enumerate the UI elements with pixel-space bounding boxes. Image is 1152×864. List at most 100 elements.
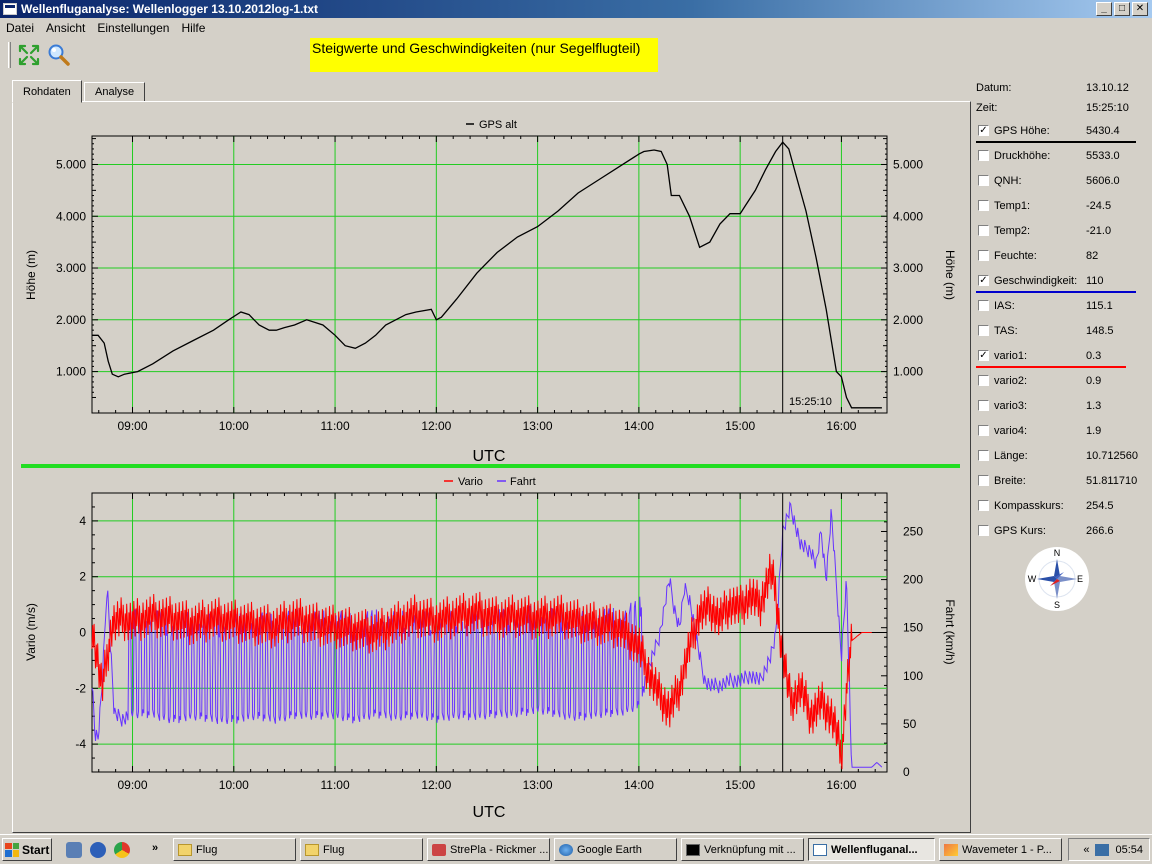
quicklaunch-overflow-icon[interactable]: » — [152, 842, 159, 854]
param-checkbox-qnh[interactable] — [978, 175, 989, 186]
param-value-qnh: 5606.0 — [1086, 175, 1120, 187]
chrome-icon[interactable] — [114, 842, 130, 858]
folder-icon — [178, 843, 192, 856]
legend-label-gps-alt: GPS alt — [479, 119, 517, 131]
param-label-qnh: QNH: — [994, 175, 1022, 187]
param-label-tas: TAS: — [994, 325, 1018, 337]
taskbar-button-label: Verknüpfung mit ... — [704, 843, 796, 856]
tab-analyse[interactable]: Analyse — [84, 82, 146, 102]
param-value-vario1: 0.3 — [1086, 350, 1102, 362]
y-tick-label-right: 2.000 — [893, 313, 923, 327]
x-tick-label: 16:00 — [826, 419, 856, 433]
y-tick-label-left: 3.000 — [56, 261, 86, 275]
menu-ansicht[interactable]: Ansicht — [46, 21, 86, 35]
taskbar-button-label: Google Earth — [577, 843, 642, 856]
menu-hilfe[interactable]: Hilfe — [181, 21, 206, 35]
param-value-vario2: 0.9 — [1086, 375, 1102, 387]
tab-rohdaten[interactable]: Rohdaten — [12, 80, 82, 103]
param-label-vario3: vario3: — [994, 400, 1028, 412]
param-label-geschwindigkeit: Geschwindigkeit: — [994, 275, 1078, 287]
altitude-ticks: 09:00 10:00 11:00 12:00 13:00 14:00 15:00 16:00… — [56, 136, 923, 433]
param-label-vario1: vario1: — [994, 350, 1028, 362]
param-checkbox-vario2[interactable] — [978, 375, 989, 386]
param-checkbox-temp1[interactable] — [978, 200, 989, 211]
param-checkbox-feuchte[interactable] — [978, 250, 989, 261]
y-tick-label-left: 2.000 — [56, 313, 86, 327]
close-button[interactable]: ✕ — [1132, 2, 1148, 16]
altitude-legend: GPS alt — [466, 119, 517, 131]
title-bar: Wellenfluganalyse: Wellenlogger 13.10.20… — [0, 0, 1152, 18]
taskbar-button[interactable]: Wellenfluganal... — [808, 838, 935, 861]
param-label-vario2: vario2: — [994, 375, 1028, 387]
taskbar-button-label: StrePla - Rickmer ... — [450, 843, 549, 856]
globe-icon — [559, 843, 573, 856]
y-tick-label-right: 1.000 — [893, 365, 923, 379]
taskbar-button[interactable]: Wavemeter 1 - P... — [939, 838, 1062, 861]
param-line-swatch-geschwindigkeit — [976, 291, 1136, 293]
param-line-swatch-vario1 — [976, 366, 1126, 368]
y-tick-label-left: 4.000 — [56, 209, 86, 223]
taskbar-button[interactable]: StrePla - Rickmer ... — [427, 838, 550, 861]
taskbar-button[interactable]: Flug — [300, 838, 423, 861]
taskbar-button-label: Flug — [323, 843, 345, 856]
param-checkbox-breite[interactable] — [978, 475, 989, 486]
param-checkbox-ias[interactable] — [978, 300, 989, 311]
menu-einstellungen[interactable]: Einstellungen — [97, 21, 170, 35]
zeit-value: 15:25:10 — [1086, 102, 1129, 114]
minimize-button[interactable]: _ — [1096, 2, 1112, 16]
compass-north-label: N — [1054, 548, 1061, 558]
param-label-gps-kurs: GPS Kurs: — [994, 525, 1046, 537]
param-label-feuchte: Feuchte: — [994, 250, 1037, 262]
taskbar-button[interactable]: Verknüpfung mit ... — [681, 838, 804, 861]
maximize-button[interactable]: □ — [1114, 2, 1130, 16]
param-checkbox-vario1[interactable]: ✓ — [978, 350, 989, 361]
zoom-extents-icon[interactable] — [16, 42, 42, 68]
toolbar — [0, 38, 1152, 74]
param-checkbox-tas[interactable] — [978, 325, 989, 336]
y-tick-label-right: 5.000 — [893, 157, 923, 171]
param-value-tas: 148.5 — [1086, 325, 1114, 337]
param-checkbox-vario4[interactable] — [978, 425, 989, 436]
start-button[interactable]: Start — [2, 838, 52, 861]
x-tick-label: 10:00 — [219, 419, 249, 433]
media-player-icon[interactable] — [90, 842, 106, 858]
menu-datei[interactable]: Datei — [6, 21, 35, 35]
x-tick-label: 14:00 — [624, 419, 654, 433]
param-checkbox-vario3[interactable] — [978, 400, 989, 411]
param-label-breite: Breite: — [994, 475, 1026, 487]
altitude-chart[interactable]: 09:00 10:00 11:00 12:00 13:00 14:00 15:00 16:00… — [0, 0, 1152, 470]
altitude-series-group — [92, 136, 882, 413]
param-checkbox-druckhöhe[interactable] — [978, 150, 989, 161]
show-desktop-icon[interactable] — [66, 842, 82, 858]
tab-content — [12, 101, 971, 833]
x-tick-label: 11:00 — [320, 419, 349, 433]
x-tick-label: 15:00 — [725, 419, 755, 433]
param-value-feuchte: 82 — [1086, 250, 1099, 262]
param-checkbox-länge[interactable] — [978, 450, 989, 461]
compass-east-label: E — [1077, 574, 1083, 584]
param-checkbox-gps-kurs[interactable] — [978, 525, 989, 536]
taskbar-button[interactable]: Flug — [173, 838, 296, 861]
compass-west-label: W — [1028, 574, 1037, 584]
param-label-ias: IAS: — [994, 300, 1015, 312]
param-checkbox-temp2[interactable] — [978, 225, 989, 236]
network-icon[interactable] — [1095, 843, 1110, 856]
altitude-left-axis-label: Höhe (m) — [24, 250, 38, 300]
y-tick-label-left: 5.000 — [56, 157, 86, 171]
param-value-gps-kurs: 266.6 — [1086, 525, 1114, 537]
param-value-druckhöhe: 5533.0 — [1086, 150, 1120, 162]
chart-splitter[interactable] — [21, 464, 960, 468]
paint-icon — [944, 843, 958, 856]
x-tick-label: 13:00 — [523, 419, 553, 433]
param-checkbox-gps-höhe[interactable]: ✓ — [978, 125, 989, 136]
taskbar-button[interactable]: Google Earth — [554, 838, 677, 861]
toolbar-handle[interactable] — [8, 42, 11, 68]
compass-icon: N E S W — [1025, 547, 1089, 611]
param-checkbox-kompasskurs[interactable] — [978, 500, 989, 511]
zoom-icon[interactable] — [46, 42, 72, 68]
param-line-swatch-gps-höhe — [976, 141, 1136, 143]
param-value-breite: 51.811710 — [1086, 475, 1138, 487]
param-checkbox-geschwindigkeit[interactable]: ✓ — [978, 275, 989, 286]
param-label-gps-höhe: GPS Höhe: — [994, 125, 1050, 137]
tray-expand-icon[interactable]: « — [1083, 843, 1090, 856]
